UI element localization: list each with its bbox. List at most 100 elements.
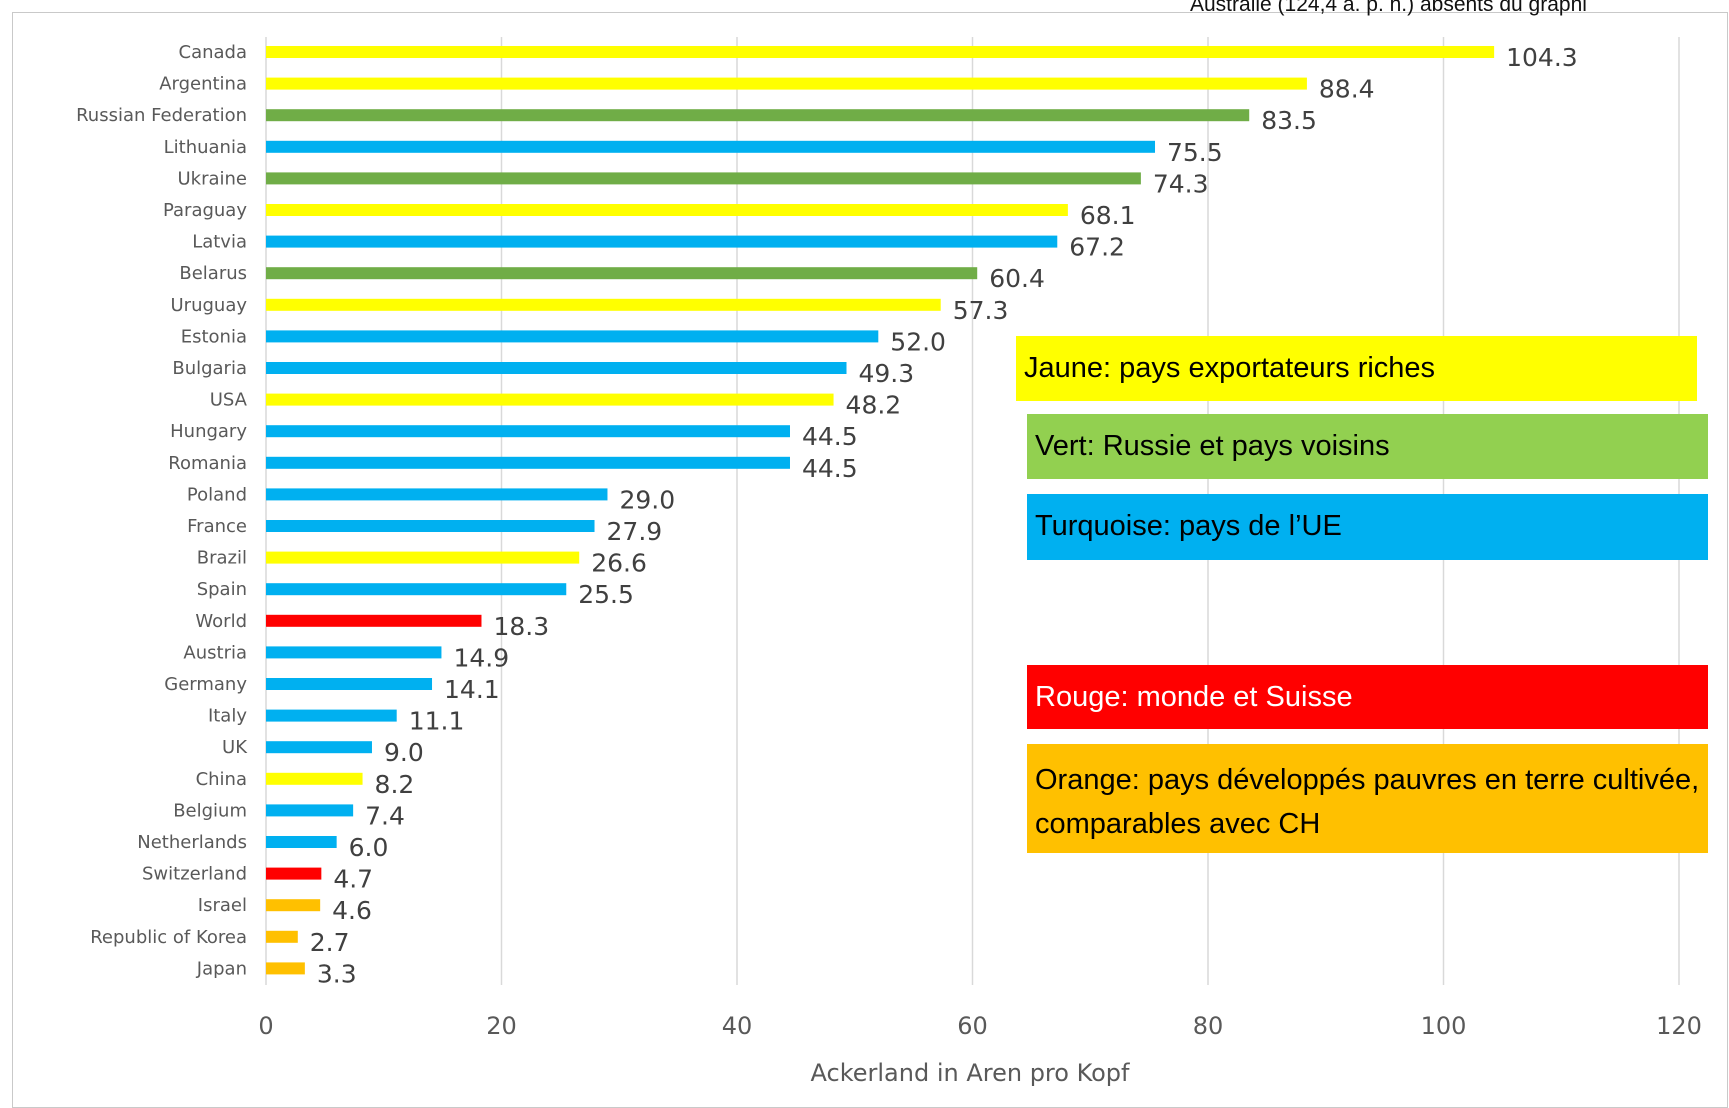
value-label: 2.7: [310, 928, 350, 957]
value-label: 29.0: [619, 485, 675, 514]
category-label: Bulgaria: [172, 358, 247, 379]
bar-russian-federation: [266, 109, 1250, 122]
bar-latvia: [266, 235, 1058, 248]
category-label: Switzerland: [142, 864, 247, 885]
bar-austria: [266, 646, 442, 659]
category-label: Lithuania: [164, 137, 247, 158]
value-label: 9.0: [384, 738, 424, 767]
value-label: 49.3: [859, 359, 915, 388]
value-label: 48.2: [846, 391, 902, 420]
legend-green: Vert: Russie et pays voisins: [1027, 414, 1708, 479]
legend-red: Rouge: monde et Suisse: [1027, 665, 1708, 729]
category-label: Paraguay: [163, 200, 247, 221]
category-label: USA: [210, 390, 248, 411]
category-label: Canada: [179, 42, 248, 63]
x-tick-labels: 0 20 40 60 80 100 120: [258, 1012, 1702, 1040]
bar-uruguay: [266, 298, 941, 311]
value-label: 60.4: [989, 264, 1045, 293]
value-label: 68.1: [1080, 201, 1136, 230]
category-label: Netherlands: [137, 832, 247, 853]
value-label: 26.6: [591, 549, 647, 578]
value-label: 4.6: [332, 896, 372, 925]
bar-switzerland: [266, 867, 322, 880]
bars: [266, 46, 1495, 975]
x-tick-label: 120: [1656, 1012, 1702, 1040]
value-label: 83.5: [1261, 106, 1317, 135]
category-label: Uruguay: [171, 295, 248, 316]
category-label: Belarus: [179, 263, 247, 284]
bar-poland: [266, 488, 608, 501]
category-labels: Canada Argentina Russian Federation Lithuan…: [76, 42, 248, 979]
category-label: Austria: [183, 642, 247, 663]
bar-canada: [266, 46, 1495, 58]
legend-blue: Turquoise: pays de l’UE: [1027, 494, 1708, 560]
bar-france: [266, 520, 595, 532]
category-label: Russian Federation: [76, 105, 247, 126]
category-label: Israel: [198, 895, 247, 916]
category-label: France: [187, 516, 247, 537]
legend-orange: Orange: pays développés pauvres en terre…: [1027, 744, 1708, 853]
bar-estonia: [266, 330, 879, 343]
category-label: Brazil: [197, 548, 247, 569]
category-label: Poland: [187, 484, 247, 505]
bar-hungary: [266, 425, 790, 438]
category-label: Italy: [208, 706, 247, 727]
x-tick-label: 0: [258, 1012, 273, 1040]
value-label: 44.5: [802, 454, 858, 483]
value-labels: 104.3 88.483.5 75.574.3 68.1 67.2 60.4 57.352.…: [310, 43, 1578, 988]
category-label: Romania: [168, 453, 247, 474]
bar-belarus: [266, 267, 978, 280]
category-label: World: [195, 611, 247, 632]
bar-china: [266, 772, 363, 785]
bar-spain: [266, 583, 567, 596]
value-label: 14.9: [453, 643, 509, 672]
x-tick-label: 20: [486, 1012, 517, 1040]
bar-netherlands: [266, 836, 337, 848]
bar-belgium: [266, 804, 354, 817]
value-label: 18.3: [493, 612, 549, 641]
bar-usa: [266, 393, 834, 406]
category-label: Spain: [197, 579, 247, 600]
bar-world: [266, 614, 482, 627]
category-label: Latvia: [192, 232, 247, 253]
value-label: 52.0: [890, 327, 946, 356]
bar-romania: [266, 456, 790, 469]
category-label: Belgium: [173, 800, 247, 821]
value-label: 88.4: [1319, 75, 1375, 104]
category-label: Germany: [164, 674, 247, 695]
x-tick-label: 100: [1421, 1012, 1467, 1040]
category-label: Republic of Korea: [90, 927, 247, 948]
category-label: Argentina: [159, 74, 247, 95]
value-label: 67.2: [1069, 233, 1125, 262]
category-label: China: [196, 769, 247, 790]
value-label: 27.9: [607, 517, 663, 546]
value-label: 3.3: [317, 959, 357, 988]
value-label: 25.5: [578, 580, 634, 609]
category-label: Japan: [196, 958, 247, 979]
value-label: 75.5: [1167, 138, 1223, 167]
value-label: 57.3: [953, 296, 1009, 325]
bar-brazil: [266, 551, 580, 564]
bar-lithuania: [266, 140, 1156, 153]
value-label: 44.5: [802, 422, 858, 451]
bar-japan: [266, 962, 305, 975]
category-label: Estonia: [181, 326, 247, 347]
value-label: 7.4: [365, 801, 405, 830]
value-label: 4.7: [333, 865, 373, 894]
bar-uk: [266, 741, 372, 754]
top-note: Australie (124,4 a. p. h.) absents du gr…: [1190, 0, 1587, 16]
bar-ukraine: [266, 172, 1141, 185]
value-label: 14.1: [444, 675, 500, 704]
bar-argentina: [266, 77, 1307, 90]
value-label: 74.3: [1153, 169, 1209, 198]
value-label: 6.0: [349, 833, 389, 862]
value-label: 104.3: [1506, 43, 1578, 72]
value-label: 11.1: [409, 707, 465, 736]
category-label: Hungary: [170, 421, 247, 442]
x-tick-label: 60: [957, 1012, 988, 1040]
value-label: 8.2: [375, 770, 415, 799]
bar-israel: [266, 899, 321, 912]
x-axis-title: Ackerland in Aren pro Kopf: [811, 1059, 1131, 1087]
legend-yellow: Jaune: pays exportateurs riches: [1016, 336, 1697, 401]
